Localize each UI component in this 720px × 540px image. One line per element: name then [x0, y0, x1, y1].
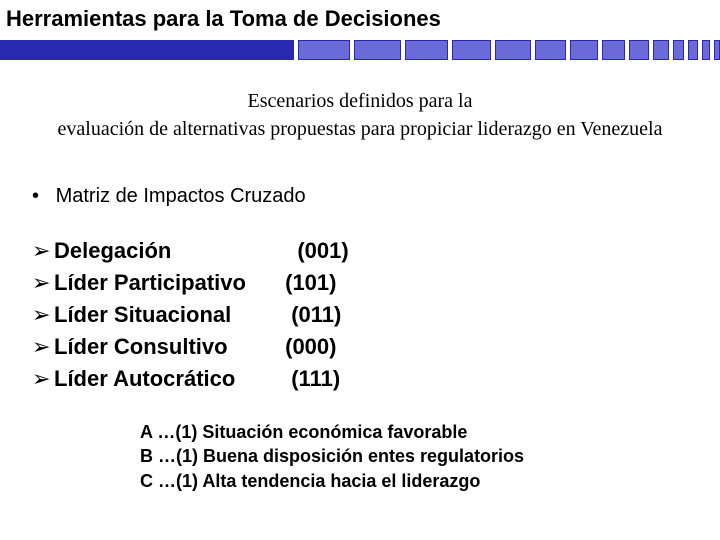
decor-bar-seg	[354, 40, 401, 60]
arrow-icon: ➢	[32, 299, 54, 331]
legend-line: A …(1) Situación económica favorable	[140, 420, 524, 444]
scenario-code: (001)	[279, 235, 349, 267]
scenario-code: (011)	[279, 299, 341, 331]
legend-block: A …(1) Situación económica favorableB …(…	[140, 420, 524, 493]
arrow-icon: ➢	[32, 235, 54, 267]
decor-bar-seg	[702, 40, 710, 60]
decor-bar-seg	[570, 40, 598, 60]
arrow-icon: ➢	[32, 267, 54, 299]
subtitle-line-2: evaluación de alternativas propuestas pa…	[0, 118, 720, 141]
scenario-row: ➢Líder Participativo (101)	[32, 267, 349, 299]
scenario-list: ➢Delegación (001)➢Líder Participativo (1…	[32, 235, 349, 394]
scenario-label: Líder Situacional	[54, 299, 279, 331]
scenario-label: Líder Autocrático	[54, 363, 279, 395]
scenario-label: Líder Participativo	[54, 267, 279, 299]
slide: Herramientas para la Toma de Decisiones …	[0, 0, 720, 540]
bullet-marker: •	[32, 185, 50, 208]
scenario-code: (101)	[279, 267, 336, 299]
decor-bar-seg	[0, 40, 294, 60]
bullet-text: Matriz de Impactos Cruzado	[56, 185, 306, 207]
decor-bar-seg	[602, 40, 626, 60]
bullet-matriz: • Matriz de Impactos Cruzado	[32, 185, 306, 208]
scenario-row: ➢Líder Autocrático (111)	[32, 363, 349, 395]
decor-bar-seg	[629, 40, 649, 60]
decor-bar-seg	[653, 40, 669, 60]
scenario-label: Líder Consultivo	[54, 331, 279, 363]
scenario-label: Delegación	[54, 235, 279, 267]
subtitle-line-1: Escenarios definidos para la	[0, 90, 720, 113]
scenario-row: ➢Líder Situacional (011)	[32, 299, 349, 331]
decor-bar-seg	[452, 40, 491, 60]
slide-title: Herramientas para la Toma de Decisiones	[6, 6, 441, 32]
decor-bar-seg	[298, 40, 349, 60]
decor-bar-seg	[714, 40, 720, 60]
decor-bar-seg	[673, 40, 685, 60]
scenario-code: (000)	[279, 331, 336, 363]
decor-bar	[0, 40, 720, 60]
arrow-icon: ➢	[32, 363, 54, 395]
decor-bar-seg	[688, 40, 698, 60]
legend-line: C …(1) Alta tendencia hacia el liderazgo	[140, 469, 524, 493]
arrow-icon: ➢	[32, 331, 54, 363]
scenario-code: (111)	[279, 363, 340, 395]
legend-line: B …(1) Buena disposición entes regulator…	[140, 444, 524, 468]
decor-bar-seg	[535, 40, 566, 60]
scenario-row: ➢Delegación (001)	[32, 235, 349, 267]
decor-bar-seg	[405, 40, 448, 60]
scenario-row: ➢Líder Consultivo (000)	[32, 331, 349, 363]
decor-bar-seg	[495, 40, 530, 60]
